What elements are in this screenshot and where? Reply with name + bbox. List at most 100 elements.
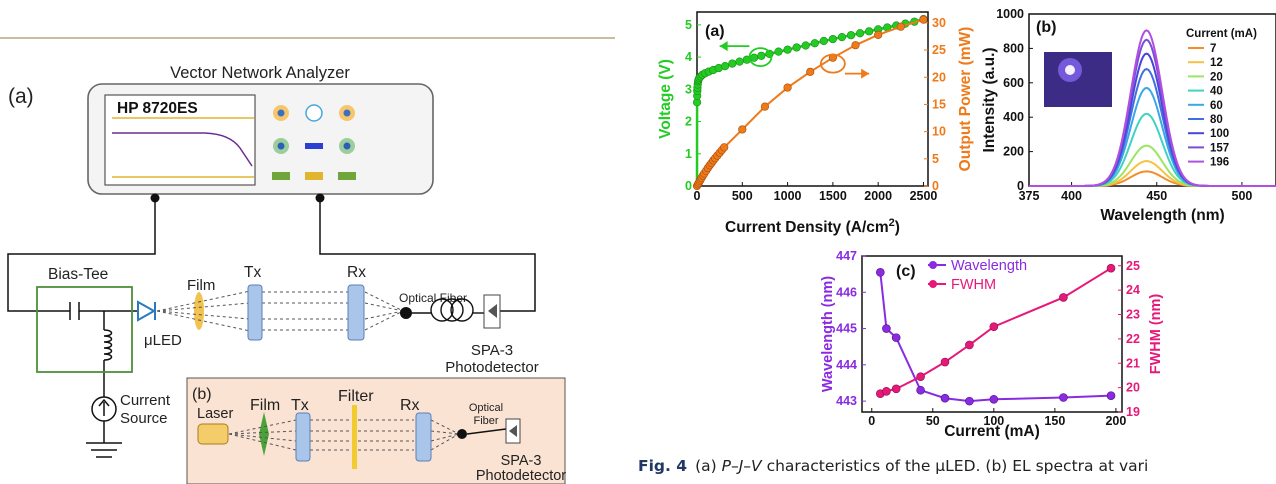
x-tick-label: 1500 bbox=[819, 189, 847, 203]
panel-c-chart-label: (c) bbox=[896, 263, 916, 280]
power-point bbox=[919, 15, 928, 24]
x-tick-label: 2000 bbox=[864, 189, 892, 203]
wavelength-point bbox=[916, 385, 925, 395]
voltage-indicator-ellipse bbox=[748, 47, 773, 68]
panel-a-label: (a) bbox=[8, 85, 34, 108]
rx-lens bbox=[347, 284, 365, 341]
vna-screen bbox=[104, 94, 256, 186]
y-right-tick-label: 19 bbox=[1126, 405, 1140, 419]
fwhm-point bbox=[882, 386, 891, 396]
b-spa-label-1: SPA-3 bbox=[501, 453, 542, 469]
y-left-tick-label: 0 bbox=[685, 179, 692, 193]
y-right-tick-label: 5 bbox=[932, 152, 939, 166]
b-fiber-label-1: Optical bbox=[469, 402, 503, 414]
x-axis-label: Current (mA) bbox=[944, 423, 1040, 440]
fiber-coil bbox=[412, 298, 485, 322]
fwhm-point bbox=[989, 322, 999, 331]
x-tick-label: 150 bbox=[1044, 414, 1065, 428]
plot-frame bbox=[1028, 13, 1276, 187]
voltage-indicator-head bbox=[719, 41, 728, 52]
wavelength-point bbox=[882, 324, 891, 333]
power-point bbox=[760, 102, 770, 111]
chart-pjv: 0 500 1000 1500 2000 2500012345051015202530Cu… bbox=[657, 11, 974, 236]
b-fiber-label-2: Fiber bbox=[473, 415, 498, 427]
y-left-tick-label: 447 bbox=[836, 249, 857, 263]
voltage-point bbox=[749, 53, 759, 62]
current-source-label-2: Source bbox=[120, 410, 168, 427]
y-right-tick-label: 30 bbox=[932, 16, 946, 30]
spa-label-1: SPA-3 bbox=[471, 342, 513, 359]
wavelength-point bbox=[876, 268, 885, 277]
vna-model: HP 8720ES bbox=[117, 100, 198, 117]
legend-marker bbox=[929, 261, 937, 269]
b-rx-lens bbox=[415, 412, 432, 462]
legend-entry: 196 bbox=[1210, 157, 1229, 169]
y-left-tick-label: 2 bbox=[685, 115, 692, 129]
spectrum-line bbox=[1029, 160, 1276, 187]
spectrum-line bbox=[1029, 112, 1276, 187]
film-element bbox=[194, 292, 204, 330]
panel-a-chart-label: (a) bbox=[705, 23, 725, 40]
fwhm-point bbox=[1106, 263, 1116, 273]
spa-label-2: Photodetector bbox=[445, 359, 538, 376]
legend-title: Current (mA) bbox=[1186, 28, 1257, 40]
voltage-point bbox=[720, 62, 730, 71]
fwhm-point bbox=[940, 357, 950, 367]
y-left-tick-label: 4 bbox=[685, 50, 692, 64]
legend-entry: 60 bbox=[1210, 100, 1223, 112]
bias-tee-label: Bias-Tee bbox=[48, 266, 108, 283]
b-filter bbox=[352, 405, 357, 469]
wavelength-point bbox=[891, 333, 901, 342]
wavelength-point bbox=[1106, 391, 1116, 400]
y-right-axis-label: Output Power (mW) bbox=[957, 27, 974, 172]
legend-entry: FWHM bbox=[951, 277, 996, 293]
y-left-tick-label: 5 bbox=[685, 18, 692, 32]
power-point bbox=[896, 22, 905, 31]
y-tick-label: 0 bbox=[1017, 179, 1024, 193]
y-right-tick-label: 24 bbox=[1126, 283, 1140, 297]
y-tick-label: 200 bbox=[1003, 145, 1024, 159]
power-point bbox=[738, 125, 747, 134]
chart-wavelength-fwhm: 0 50 100 150 200 443 444 445 446 447 19 20 21 22 23 24 2… bbox=[820, 249, 1164, 440]
y-right-tick-label: 10 bbox=[932, 125, 946, 139]
uled-label: μLED bbox=[144, 332, 182, 349]
caption-text: characteristics of the μLED. (b) EL spec… bbox=[761, 457, 1149, 475]
voltage-point bbox=[783, 45, 792, 54]
y-left-axis-label: Wavelength (nm) bbox=[820, 276, 836, 392]
y-left-tick-label: 445 bbox=[836, 322, 857, 336]
b-film-label: Film bbox=[250, 397, 280, 414]
x-axis-label: Current Density (A/cm2) bbox=[725, 217, 900, 236]
voltage-point bbox=[735, 57, 744, 66]
b-rx-label: Rx bbox=[400, 397, 420, 414]
x-tick-label: 2500 bbox=[910, 189, 938, 203]
y-tick-label: 600 bbox=[1003, 76, 1024, 90]
x-tick-label: 0 bbox=[694, 189, 701, 203]
wavelength-point bbox=[940, 393, 950, 403]
legend-entry: 20 bbox=[1210, 71, 1223, 83]
panel-b-label: (b) bbox=[192, 386, 212, 403]
fwhm-point bbox=[891, 384, 901, 394]
legend-entry: Wavelength bbox=[951, 258, 1027, 274]
y-left-tick-label: 3 bbox=[685, 82, 692, 96]
chart-el-spectra: 375 400 450 500 0 200 400 600 800 1000 Wavelength … bbox=[981, 7, 1276, 224]
setup-schematic: (a) Vector Network Analyzer HP 8720ES bbox=[0, 37, 615, 484]
b-film bbox=[259, 412, 269, 456]
legend-entry: 7 bbox=[1210, 43, 1216, 55]
y-right-tick-label: 25 bbox=[1126, 259, 1140, 273]
x-tick-label: 0 bbox=[868, 414, 875, 428]
b-filter-label: Filter bbox=[338, 388, 374, 405]
x-tick-label: 100 bbox=[983, 414, 1004, 428]
film-label: Film bbox=[187, 277, 215, 294]
tx-lens bbox=[247, 284, 263, 341]
x-tick-label: 375 bbox=[1019, 189, 1040, 203]
y-right-tick-label: 21 bbox=[1126, 356, 1140, 370]
b-tx-lens bbox=[295, 412, 311, 462]
power-indicator-head bbox=[861, 68, 870, 79]
wavelength-point bbox=[1059, 393, 1068, 402]
y-right-tick-label: 20 bbox=[1126, 381, 1140, 395]
x-tick-label: 500 bbox=[732, 189, 753, 203]
y-right-tick-label: 0 bbox=[932, 179, 939, 193]
y-right-tick-label: 20 bbox=[932, 70, 946, 84]
b-spa-label-2: Photodetector bbox=[476, 468, 566, 484]
legend-entry: 12 bbox=[1210, 57, 1223, 69]
